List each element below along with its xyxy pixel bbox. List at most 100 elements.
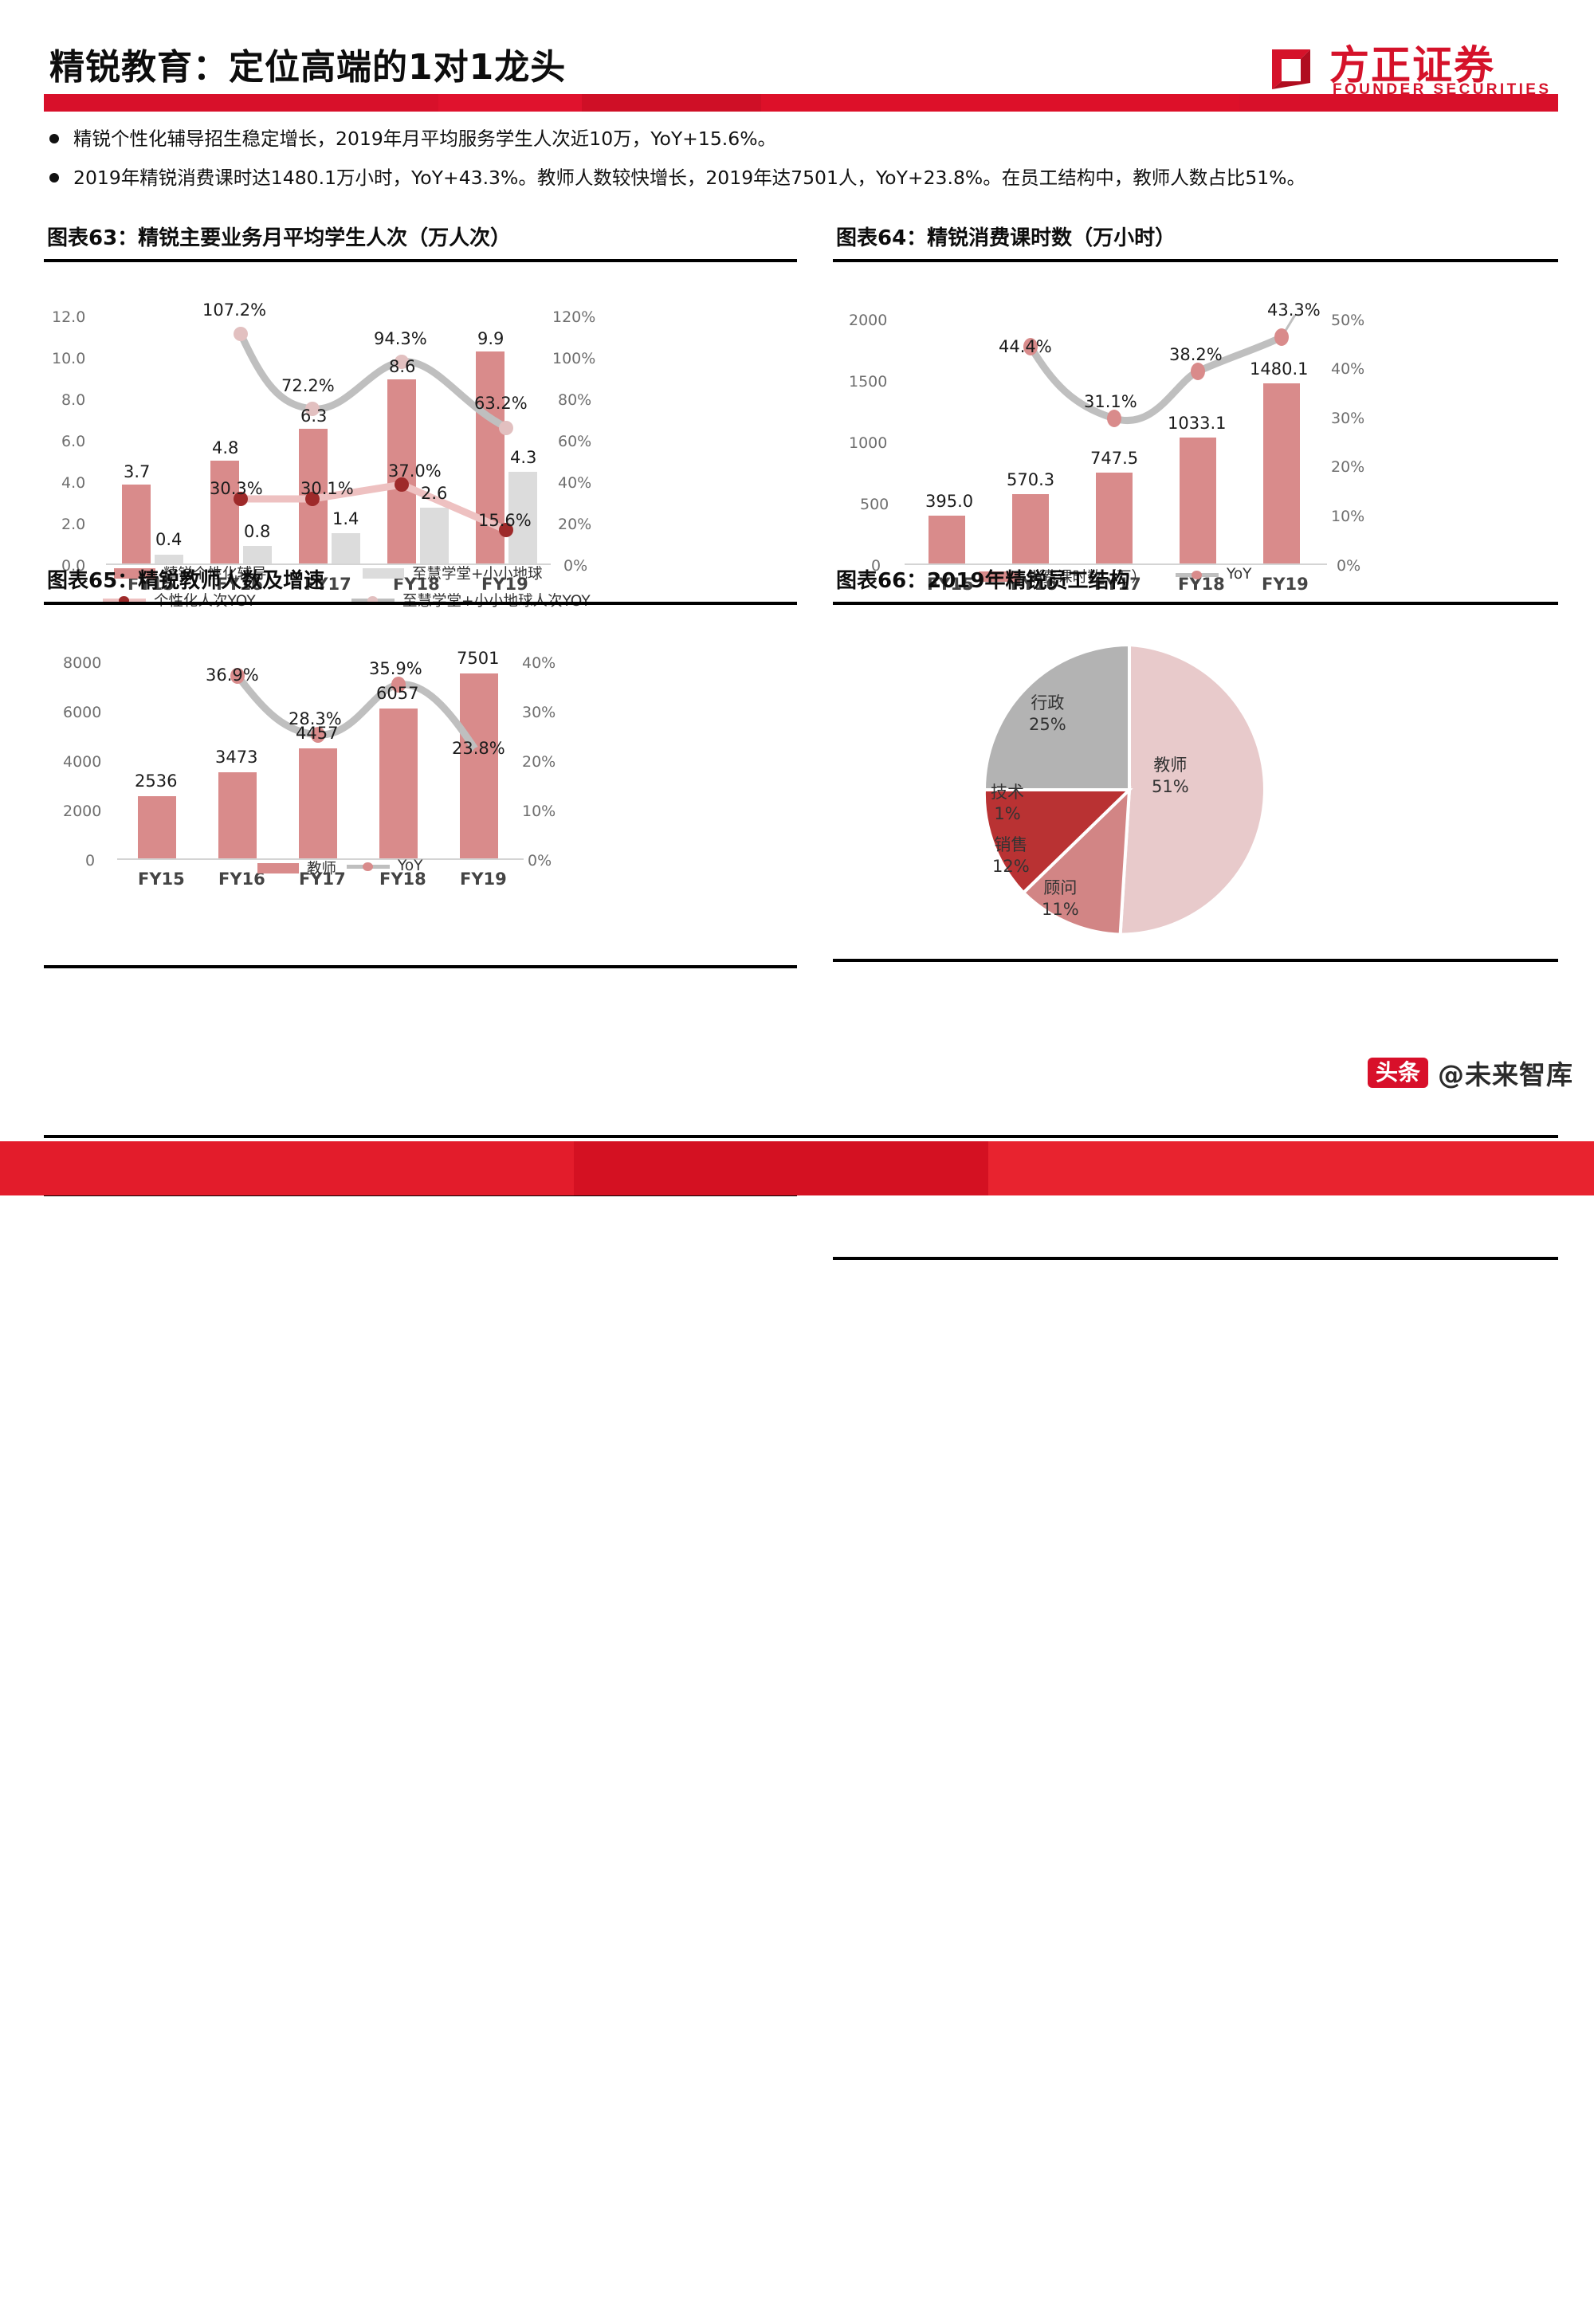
bar-label: 0.8 xyxy=(244,522,271,541)
bar-label: 4.8 xyxy=(212,438,239,457)
bar-hours-fy19 xyxy=(1263,383,1300,563)
line-label: 35.9% xyxy=(369,659,422,678)
watermark-text: @未来智库 xyxy=(1438,1059,1573,1090)
line-label: 44.4% xyxy=(999,337,1052,356)
slide-root: 精锐教育：定位高端的1对1龙头 方正证券 FOUNDER SECURITIES … xyxy=(0,35,1594,1260)
logo-english-name: FOUNDER SECURITIES xyxy=(1333,81,1552,98)
figure-66-chart: 教师 51% 顾问 11% 销售 12% 技术 1% 行政 25% xyxy=(833,605,1558,936)
x-axis-line xyxy=(117,858,524,860)
y2-tick: 30% xyxy=(1331,410,1365,427)
header-accent-bar-right xyxy=(1239,94,1558,112)
bar-teacher-fy16 xyxy=(218,772,257,858)
line-label: 72.2% xyxy=(281,376,335,395)
pie-label-tech: 技术 1% xyxy=(991,782,1024,825)
y2-tick: 10% xyxy=(1331,508,1365,525)
legend-item[interactable]: 精锐个性化辅导 xyxy=(114,563,267,583)
legend-swatch-icon xyxy=(363,567,404,579)
header-accent-bar xyxy=(44,94,1239,112)
bar-other-fy15 xyxy=(155,555,183,563)
pie-label-admin: 行政 25% xyxy=(1029,693,1066,736)
x-tick: FY15 xyxy=(138,870,185,889)
bullet-dot-icon xyxy=(49,134,59,143)
legend-item[interactable]: 至慧学堂+小小地球 xyxy=(363,563,543,583)
bar-hours-fy18 xyxy=(1180,438,1216,563)
bar-label: 2.6 xyxy=(421,484,448,503)
pie-label-text: 教师 xyxy=(1153,756,1188,775)
pie-label-value: 1% xyxy=(994,803,1021,823)
figure-63-title: 图表63：精锐主要业务月平均学生人次（万人次） xyxy=(47,226,512,250)
y-tick: 4.0 xyxy=(61,474,86,492)
bar-label: 1480.1 xyxy=(1250,359,1309,379)
figure-64-title: 图表64：精锐消费课时数（万小时） xyxy=(836,226,1176,250)
legend-label: YoY xyxy=(1227,566,1252,583)
bar-label: 9.9 xyxy=(477,329,505,348)
figure-64-rule-bottom xyxy=(833,959,1558,962)
bullet-text: 精锐个性化辅导招生稳定增长，2019年月平均服务学生人次近10万，YoY+15.… xyxy=(73,128,777,150)
pie-label-value: 51% xyxy=(1152,776,1189,796)
figure-65-lines xyxy=(230,668,486,763)
pie-slice-teacher xyxy=(1118,642,1266,936)
y-tick: 1500 xyxy=(849,373,888,391)
y2-tick: 50% xyxy=(1331,312,1365,329)
employee-structure-pie xyxy=(982,642,1266,936)
x-axis-line xyxy=(106,563,551,565)
y-tick: 2000 xyxy=(63,803,102,820)
x-tick: FY17 xyxy=(304,575,351,594)
bar-label: 1.4 xyxy=(332,509,359,528)
figure-63-chart: 12.0 10.0 8.0 6.0 4.0 2.0 0.0 120% 100% … xyxy=(44,262,797,594)
legend-item[interactable]: YoY xyxy=(1176,566,1251,583)
x-tick: FY15 xyxy=(927,575,974,594)
bar-hours-fy17 xyxy=(1096,473,1133,563)
line-label: 31.1% xyxy=(1084,392,1137,411)
line-label: 15.6% xyxy=(478,511,532,530)
x-tick: FY17 xyxy=(1094,575,1141,594)
legend-line-icon xyxy=(1176,569,1219,580)
figure-64-chart: 2000 1500 1000 500 0 50% 40% 30% 20% 10%… xyxy=(833,262,1558,594)
bullet-item: 2019年精锐消费课时达1480.1万小时，YoY+43.3%。教师人数较快增长… xyxy=(49,165,1548,191)
bar-teacher-fy17 xyxy=(299,748,337,858)
y-tick: 8.0 xyxy=(61,391,86,409)
legend-item[interactable]: 至慧学堂+小小地球人次YOY xyxy=(351,590,591,610)
figure-65-title: 图表65：精锐教师人数及增速 xyxy=(47,569,325,593)
legend-item[interactable]: 消费课时数（万） xyxy=(979,566,1146,587)
pie-label-sales: 销售 12% xyxy=(992,834,1030,877)
y-tick: 2.0 xyxy=(61,516,86,533)
y-tick: 12.0 xyxy=(52,308,86,326)
line-label: 23.8% xyxy=(452,739,505,758)
bar-label: 8.6 xyxy=(389,357,416,376)
x-tick: FY19 xyxy=(1262,575,1309,594)
y2-tick: 10% xyxy=(522,803,556,820)
page-number: 43 xyxy=(1557,2297,1576,2315)
x-tick: FY18 xyxy=(379,870,426,889)
x-tick: FY17 xyxy=(299,870,346,889)
y2-tick: 40% xyxy=(1331,360,1365,378)
y-tick: 8000 xyxy=(63,654,102,672)
watermark: 头条 @未来智库 xyxy=(1367,1054,1573,1092)
y-tick: 2000 xyxy=(849,312,888,329)
legend-label: YoY xyxy=(398,858,423,874)
x-tick: FY16 xyxy=(218,870,265,889)
x-axis-line xyxy=(905,563,1327,565)
company-logo: 方正证券 FOUNDER SECURITIES xyxy=(1261,35,1564,102)
y2-tick: 0% xyxy=(563,557,588,575)
pie-label-value: 11% xyxy=(1042,899,1079,919)
y2-tick: 20% xyxy=(1331,458,1365,476)
line-label: 43.3% xyxy=(1267,300,1321,320)
figure-63-rule-top xyxy=(44,259,797,262)
pie-label-text: 行政 xyxy=(1031,693,1065,713)
legend-item[interactable]: YoY xyxy=(347,858,422,874)
y-tick: 6.0 xyxy=(61,433,86,450)
pie-label-text: 技术 xyxy=(991,783,1024,802)
y2-tick: 0% xyxy=(528,852,552,870)
bar-label: 3473 xyxy=(215,748,258,767)
bullet-dot-icon xyxy=(49,172,59,183)
legend-item[interactable]: 教师 xyxy=(257,858,336,878)
bar-label: 4457 xyxy=(296,724,339,743)
y2-tick: 100% xyxy=(552,350,596,367)
line-label: 37.0% xyxy=(388,461,442,481)
legend-item[interactable]: 个性化人次YOY xyxy=(103,590,256,610)
y2-tick: 20% xyxy=(522,753,556,771)
legend-label: 至慧学堂+小小地球人次YOY xyxy=(402,593,591,610)
pie-label-value: 12% xyxy=(992,856,1030,876)
line-label: 36.9% xyxy=(206,665,259,685)
